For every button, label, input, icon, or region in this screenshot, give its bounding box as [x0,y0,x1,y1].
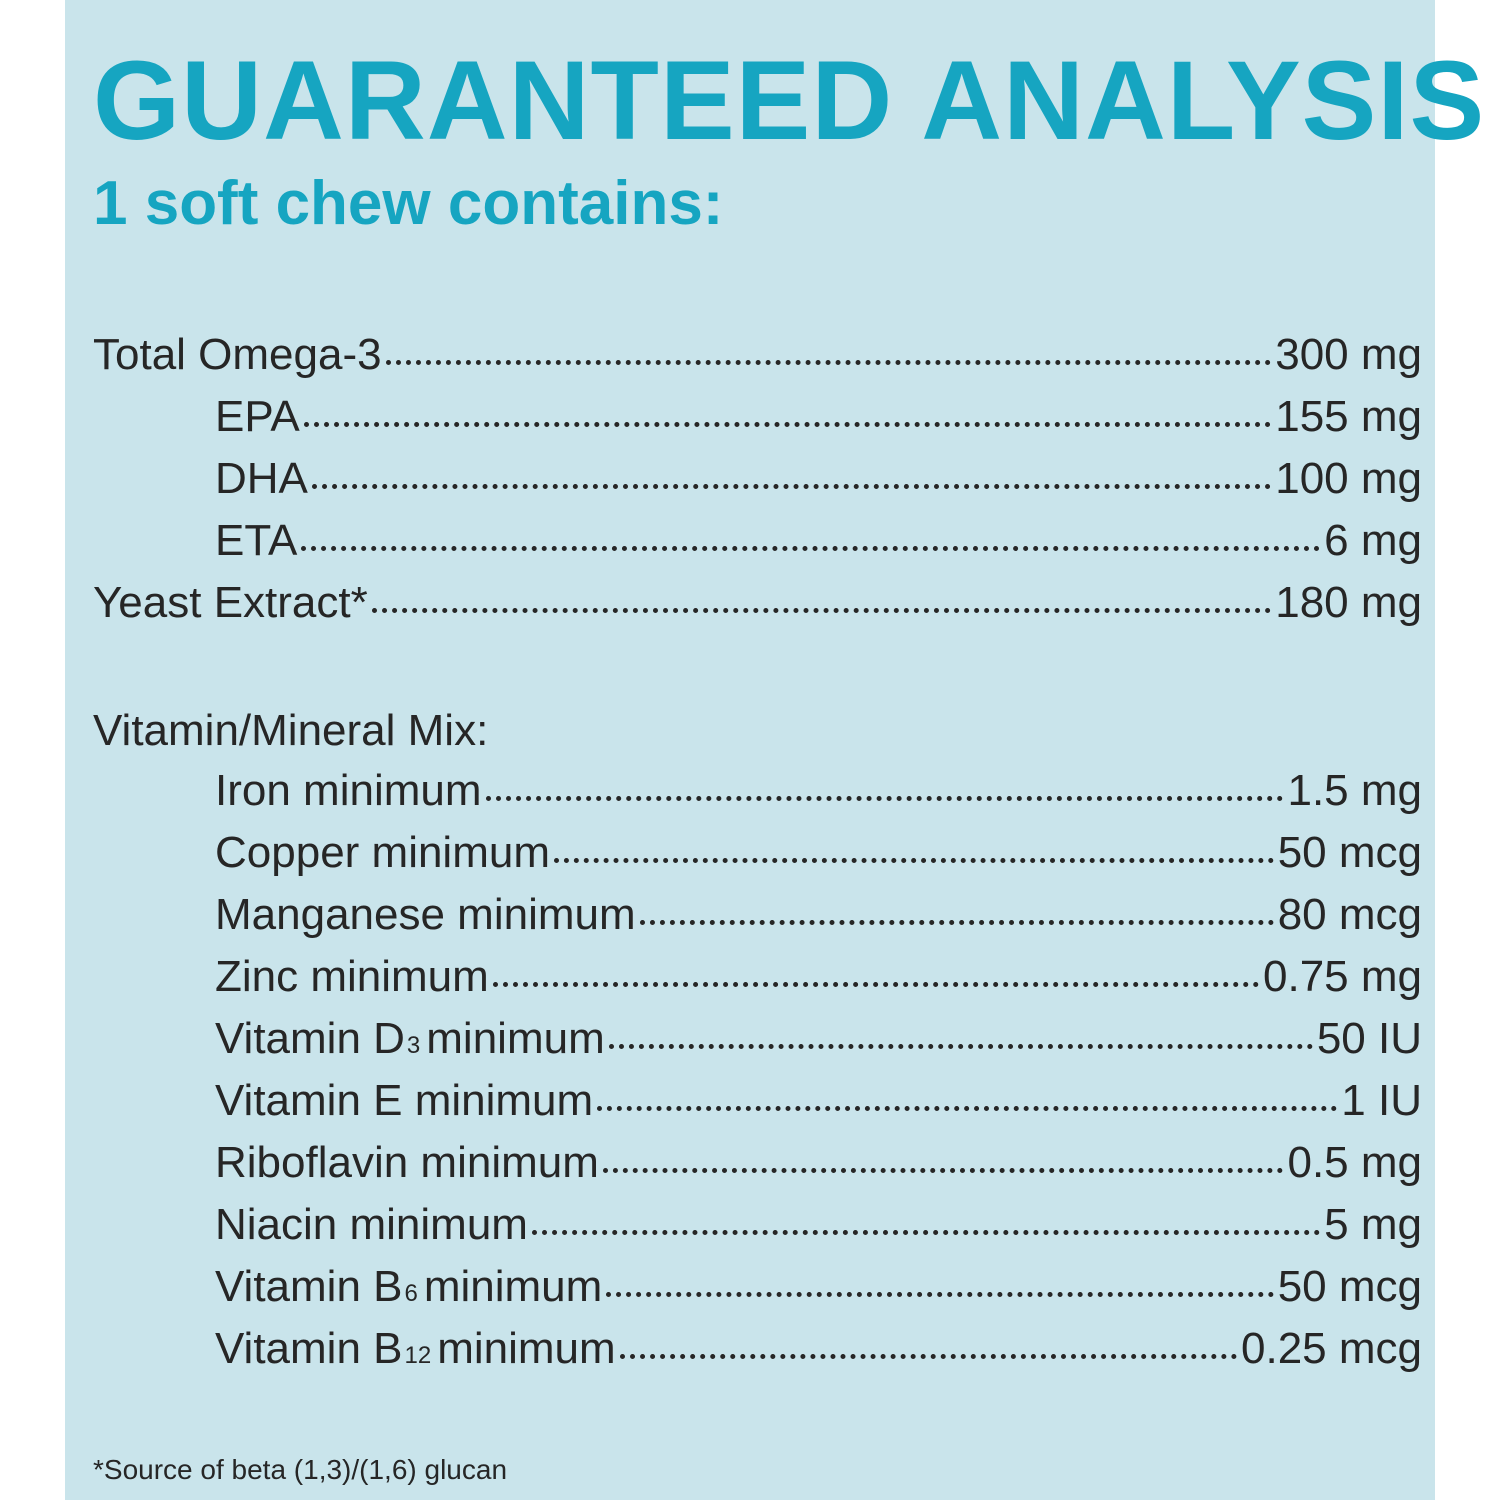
nutrient-amount: 0.5 mg [1287,1138,1422,1187]
nutrient-amount: 100 mg [1275,454,1422,503]
dot-leader [531,1230,1321,1235]
dot-leader [303,422,1272,427]
nutrient-amount: 0.25 mcg [1241,1324,1422,1373]
dot-leader [606,1292,1274,1297]
nutrient-name: Vitamin E minimum [215,1076,594,1125]
nutrient-amount: 80 mcg [1277,890,1422,939]
nutrient-row: Vitamin D 3 minimum 50 IU [215,1014,1422,1070]
nutrient-row: Manganese minimum 80 mcg [215,890,1422,946]
nutrient-row: Riboflavin minimum 0.5 mg [215,1138,1422,1194]
nutrient-name: Niacin minimum [215,1200,528,1249]
nutrient-amount: 6 mg [1324,516,1422,565]
dot-leader [597,1106,1338,1111]
nutrient-row: Vitamin E minimum 1 IU [215,1076,1422,1132]
nutrient-amount: 1 IU [1341,1076,1422,1125]
nutrient-row: Iron minimum 1.5 mg [215,766,1422,822]
dot-leader [311,484,1272,489]
nutrient-row: Vitamin B 6 minimum 50 mcg [215,1262,1422,1318]
dot-leader [602,1168,1284,1173]
nutrient-name: DHA [215,454,308,503]
dot-leader [608,1044,1313,1049]
nutrient-name-rest: minimum [437,1324,616,1373]
dot-leader [371,608,1272,613]
nutrient-name: Copper minimum [215,828,550,877]
nutrient-amount: 300 mg [1275,330,1422,379]
nutrient-amount: 50 IU [1316,1014,1422,1063]
nutrient-name: Manganese minimum [215,890,636,939]
nutrient-name-rest: minimum [426,1014,605,1063]
nutrient-amount: 0.75 mg [1263,952,1422,1001]
nutrient-name: Riboflavin minimum [215,1138,599,1187]
nutrient-row: Total Omega-3 300 mg [93,330,1422,386]
dot-leader [301,546,1321,551]
nutrient-name: EPA [215,392,300,441]
dot-leader [619,1354,1238,1359]
nutrient-row: ETA 6 mg [215,516,1422,572]
dot-leader [385,360,1272,365]
nutrient-row: Zinc minimum 0.75 mg [215,952,1422,1008]
nutrient-amount: 50 mcg [1277,828,1422,877]
subtitle: 1 soft chew contains: [93,169,724,238]
section-heading: Vitamin/Mineral Mix: [93,706,489,755]
subscript: 3 [406,1032,421,1059]
dot-leader [492,982,1260,987]
subscript: 12 [404,1342,432,1369]
nutrient-row: DHA 100 mg [215,454,1422,510]
nutrient-name: Iron minimum [215,766,482,815]
nutrient-row: EPA 155 mg [215,392,1422,448]
nutrient-amount: 1.5 mg [1287,766,1422,815]
nutrient-row: Vitamin B 12 minimum 0.25 mcg [215,1324,1422,1380]
nutrient-row: Niacin minimum 5 mg [215,1200,1422,1256]
nutrient-row: Yeast Extract* 180 mg [93,578,1422,634]
nutrient-name: ETA [215,516,298,565]
nutrient-row: Copper minimum 50 mcg [215,828,1422,884]
dot-leader [485,796,1284,801]
nutrient-name: Vitamin B [215,1324,403,1373]
footnote: *Source of beta (1,3)/(1,6) glucan [93,1454,508,1485]
nutrient-name: Total Omega-3 [93,330,382,379]
nutrient-name: Vitamin D [215,1014,405,1063]
nutrient-amount: 180 mg [1275,578,1422,627]
dot-leader [553,858,1274,863]
nutrient-name: Zinc minimum [215,952,489,1001]
subscript: 6 [404,1280,418,1307]
nutrient-amount: 155 mg [1275,392,1422,441]
nutrient-name-rest: minimum [423,1262,603,1311]
nutrient-amount: 50 mcg [1277,1262,1422,1311]
nutrient-name: Vitamin B [215,1262,403,1311]
title: GUARANTEED ANALYSIS [93,38,1486,163]
label-panel [65,0,1435,1500]
dot-leader [639,920,1274,925]
nutrient-amount: 5 mg [1324,1200,1422,1249]
nutrient-name: Yeast Extract* [93,578,368,627]
